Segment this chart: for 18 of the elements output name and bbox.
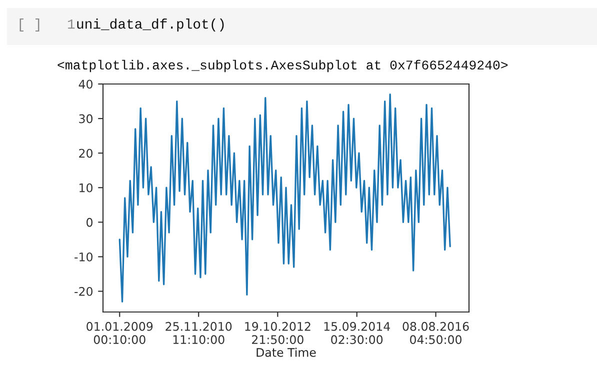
x-tick-label: 25.11.2010 11:10:00: [166, 322, 232, 344]
y-tick-label: 40: [78, 80, 92, 89]
text: [ ]: [20, 18, 40, 32]
y-tick-label: -10: [74, 252, 92, 262]
y-tick-label: 30: [79, 114, 92, 124]
x-axis-title: Date Time: [256, 348, 316, 357]
x-tick-label: 15.09.2014 02:30:00: [324, 322, 390, 344]
text: uni_data_df.plot(): [77, 18, 224, 32]
y-tick-label: 0: [86, 218, 92, 227]
y-tick-label: -20: [74, 286, 92, 296]
line-series: [118, 94, 451, 302]
y-tick-label: 10: [80, 183, 92, 192]
x-tick-label: 19.10.2012 21:50:00: [245, 322, 310, 344]
x-tick-label: 01.01.2009 00:10:00: [86, 322, 153, 344]
text: <matplotlib.axes._subplots.AxesSubplot at 0x7f6652449240>: [58, 60, 508, 72]
x-tick-label: 08.08.2016 04:50:00: [402, 322, 469, 344]
y-tick-label: 20: [79, 148, 92, 158]
text: 1: [68, 19, 75, 29]
